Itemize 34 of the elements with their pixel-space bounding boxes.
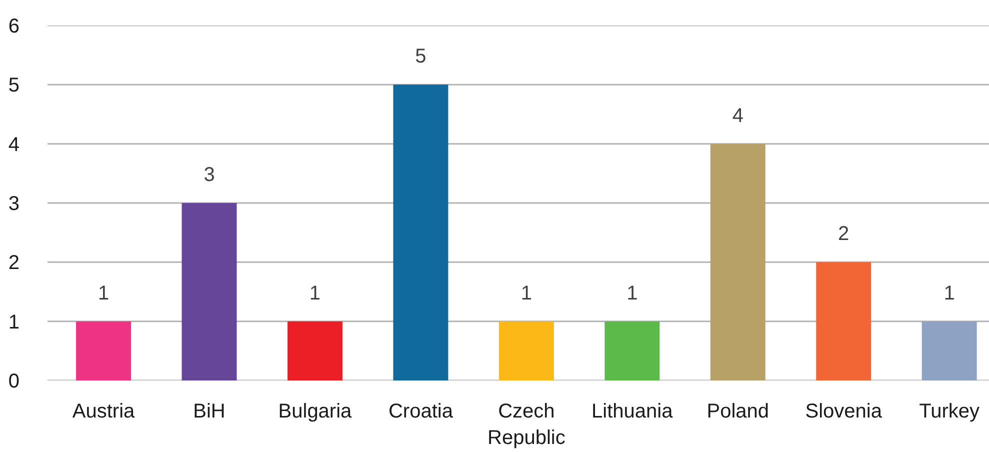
y-tick-label: 4	[8, 134, 20, 156]
bar	[393, 84, 448, 380]
data-label: 1	[944, 282, 955, 304]
x-tick-label: Turkey	[919, 400, 980, 422]
x-tick-label: Czech Republic	[488, 400, 566, 449]
y-tick-label: 2	[8, 252, 20, 274]
bar	[604, 321, 660, 380]
x-tick-label: Austria	[72, 400, 136, 422]
y-tick-label: 0	[8, 370, 20, 392]
x-tick-label: BiH	[193, 400, 226, 422]
bar	[710, 144, 766, 380]
x-tick-label: Poland	[706, 400, 770, 422]
data-label: 5	[415, 46, 426, 68]
bar	[816, 262, 872, 380]
data-label: 4	[732, 104, 744, 127]
x-tick-label: Bulgaria	[278, 400, 353, 422]
data-label: 1	[520, 282, 532, 304]
bar	[76, 321, 132, 380]
bar	[287, 321, 342, 380]
bar	[922, 321, 977, 380]
data-label: 1	[626, 282, 638, 304]
data-label: 1	[309, 282, 321, 304]
y-tick-label: 3	[8, 193, 20, 215]
data-label: 1	[98, 282, 110, 304]
data-label: 2	[838, 223, 850, 246]
bar	[182, 203, 237, 380]
data-label: 3	[204, 164, 215, 186]
x-tick-label: Lithuania	[592, 400, 674, 422]
bar	[498, 321, 554, 380]
y-tick-label: 5	[8, 74, 20, 97]
x-tick-label: Croatia	[388, 400, 454, 422]
y-tick-label: 1	[8, 311, 20, 334]
y-tick-label: 6	[8, 16, 20, 38]
x-tick-label: Slovenia	[805, 400, 883, 422]
